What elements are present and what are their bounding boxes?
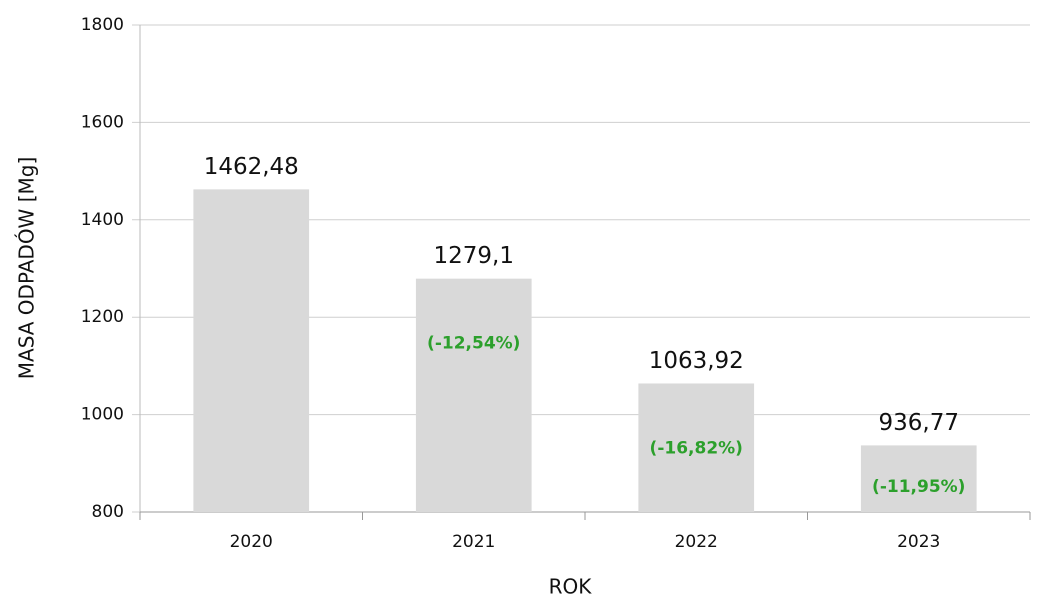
x-tick-label: 2020 <box>230 532 273 552</box>
x-tick-label: 2021 <box>452 532 495 552</box>
y-axis-label: MASA ODPADÓW [Mg] <box>15 157 39 379</box>
value-label: 1279,1 <box>434 243 514 269</box>
y-tick-label: 1800 <box>81 15 124 35</box>
value-label: 1063,92 <box>649 348 744 374</box>
bar <box>860 445 977 512</box>
x-tick-label: 2023 <box>897 532 940 552</box>
y-tick-label: 1200 <box>81 307 124 327</box>
x-axis-label: ROK <box>549 575 593 599</box>
bar <box>415 278 532 512</box>
change-label: (-11,95%) <box>872 477 965 497</box>
y-tick-label: 1000 <box>81 405 124 425</box>
bar <box>638 383 755 512</box>
y-tick-label: 1600 <box>81 112 124 132</box>
x-tick-label: 2022 <box>675 532 718 552</box>
change-label: (-12,54%) <box>427 334 520 354</box>
value-label: 936,77 <box>879 410 959 436</box>
y-tick-label: 800 <box>92 502 124 522</box>
bar <box>193 189 310 512</box>
value-label: 1462,48 <box>204 154 299 180</box>
change-label: (-16,82%) <box>650 438 743 458</box>
y-tick-label: 1400 <box>81 210 124 230</box>
